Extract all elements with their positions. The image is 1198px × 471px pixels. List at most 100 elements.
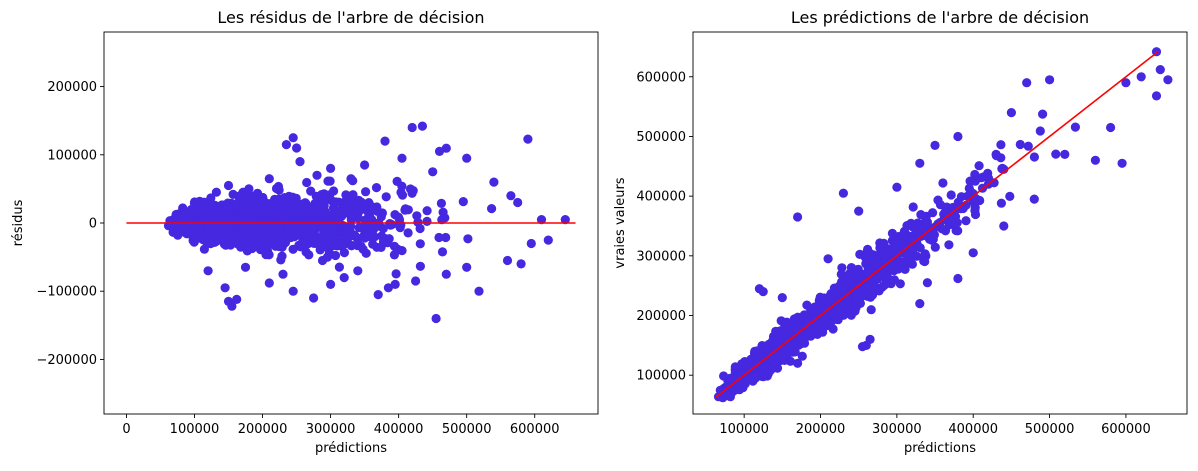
scatter-point (238, 204, 248, 214)
scatter-point (1051, 149, 1061, 159)
scatter-point (758, 287, 768, 297)
scatter-point (334, 206, 344, 216)
scatter-point (543, 235, 553, 245)
x-tick-label: 0 (122, 422, 130, 437)
scatter-point (268, 232, 278, 242)
scatter-point (971, 194, 981, 204)
scatter-point (836, 269, 846, 279)
scatter-point (288, 244, 298, 254)
chart-title: Les prédictions de l'arbre de décision (791, 8, 1089, 27)
scatter-point (833, 306, 843, 316)
scatter-point (341, 224, 351, 234)
x-tick-label: 300000 (306, 422, 356, 437)
scatter-point (417, 121, 427, 131)
scatter-point (415, 261, 425, 271)
axes-frame (692, 31, 1188, 415)
x-tick-label: 100000 (170, 422, 220, 437)
scatter-point (719, 371, 729, 381)
scatter-point (438, 207, 448, 217)
scatter-point (261, 250, 271, 260)
scatter-point (241, 241, 251, 252)
scatter-point (359, 204, 369, 214)
scatter-point (268, 208, 278, 218)
scatter-point (350, 231, 360, 241)
x-tick-label: 600000 (1101, 422, 1151, 437)
scatter-point (403, 205, 413, 215)
scatter-point (956, 192, 967, 202)
scatter-point (397, 153, 407, 163)
y-tick-label: 600000 (636, 70, 686, 85)
scatter-point (175, 210, 185, 220)
scatter-point (953, 131, 963, 142)
scatter-point (325, 176, 335, 186)
scatter-point (204, 222, 214, 232)
scatter-point (206, 239, 216, 249)
scatter-point (360, 160, 370, 170)
scatter-point (339, 273, 349, 283)
scatter-point (900, 264, 910, 274)
scatter-point (999, 164, 1009, 174)
scatter-point (944, 240, 954, 250)
scatter-point (362, 231, 372, 242)
scatter-point (474, 286, 484, 296)
scatter-point (1029, 152, 1039, 162)
scatter-point (434, 232, 444, 243)
scatter-point (280, 231, 290, 241)
scatter-point (203, 266, 213, 276)
scatter-point (441, 232, 451, 243)
reference-line (714, 51, 1159, 399)
scatter-point (786, 331, 796, 341)
scatter-point (317, 190, 327, 200)
scatter-point (220, 283, 230, 293)
scatter-point (733, 381, 743, 391)
x-tick-label: 400000 (948, 422, 998, 437)
scatter-point (489, 177, 499, 187)
chart-title: Les résidus de l'arbre de décision (217, 8, 484, 27)
scatter-point (892, 254, 902, 264)
x-tick-label: 200000 (796, 422, 846, 437)
scatter-point (1090, 155, 1100, 165)
plot-area (713, 47, 1173, 403)
scatter-point (915, 299, 925, 309)
scatter-point (222, 204, 232, 214)
scatter-point (888, 264, 899, 274)
scatter-point (865, 292, 876, 302)
x-tick-label: 600000 (510, 422, 560, 437)
scatter-point (173, 230, 183, 240)
scatter-point (288, 286, 298, 296)
scatter-point (341, 237, 351, 247)
scatter-point (306, 186, 316, 196)
scatter-point (915, 243, 925, 253)
y-tick-label: −100000 (36, 285, 97, 300)
scatter-point (1155, 65, 1165, 75)
scatter-point (487, 204, 497, 214)
scatter-point (894, 244, 905, 254)
scatter-point (237, 188, 248, 198)
scatter-point (908, 243, 918, 253)
scatter-point (264, 278, 274, 288)
scatter-point (1060, 149, 1070, 159)
scatter-point (838, 188, 849, 198)
scatter-point (206, 213, 216, 223)
scatter-point (751, 371, 761, 381)
scatter-point (892, 182, 902, 192)
scatter-point (1117, 158, 1127, 168)
scatter-point (232, 294, 242, 304)
scatter-point (817, 297, 827, 307)
scatter-point (1136, 72, 1146, 82)
scatter-point (258, 192, 268, 203)
scatter-point (927, 235, 937, 245)
scatter-point (513, 197, 523, 208)
scatter-point (356, 222, 366, 232)
y-tick-label: −200000 (36, 353, 97, 368)
scatter-point (292, 143, 302, 153)
scatter-point (991, 149, 1001, 159)
x-tick-label: 100000 (719, 422, 769, 437)
scatter-point (244, 184, 254, 194)
scatter-point (207, 201, 218, 211)
scatter-point (380, 136, 390, 146)
scatter-point (277, 251, 287, 261)
scatter-point (363, 223, 373, 233)
scatter-point (854, 206, 864, 216)
scatter-point (407, 122, 417, 133)
